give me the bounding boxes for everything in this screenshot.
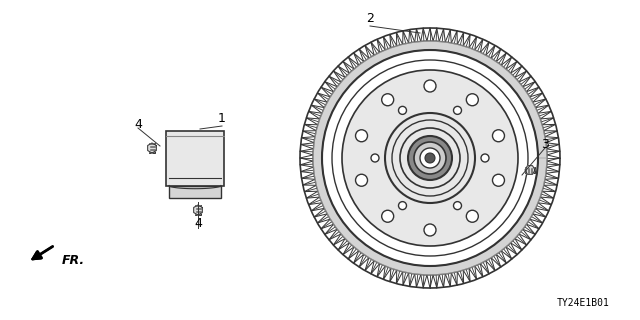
Circle shape (313, 41, 547, 275)
Circle shape (408, 136, 452, 180)
Circle shape (425, 153, 435, 163)
Bar (195, 205, 201, 215)
Polygon shape (194, 205, 202, 215)
Circle shape (467, 94, 478, 106)
Polygon shape (525, 166, 535, 174)
Bar (166, 131, 224, 186)
Bar (149, 143, 155, 153)
Circle shape (420, 148, 440, 168)
Polygon shape (313, 41, 547, 275)
Circle shape (381, 94, 394, 106)
Circle shape (424, 224, 436, 236)
Circle shape (492, 174, 504, 186)
Polygon shape (148, 143, 156, 153)
Text: TY24E1B01: TY24E1B01 (557, 298, 610, 308)
Circle shape (381, 210, 394, 222)
Circle shape (399, 106, 406, 114)
Text: 2: 2 (366, 12, 374, 25)
Circle shape (399, 202, 406, 210)
Circle shape (371, 154, 379, 162)
Circle shape (492, 130, 504, 142)
Circle shape (424, 80, 436, 92)
Circle shape (414, 142, 446, 174)
Circle shape (481, 154, 489, 162)
Circle shape (356, 174, 367, 186)
Circle shape (454, 106, 461, 114)
Bar (525, 167, 535, 173)
Text: 4: 4 (134, 117, 142, 131)
Text: FR.: FR. (62, 253, 85, 267)
Circle shape (356, 130, 367, 142)
Text: 1: 1 (218, 111, 226, 124)
Polygon shape (342, 70, 518, 246)
Bar (169, 186, 221, 197)
Text: 4: 4 (194, 217, 202, 230)
Circle shape (454, 202, 461, 210)
Text: 3: 3 (541, 138, 549, 150)
Circle shape (467, 210, 478, 222)
